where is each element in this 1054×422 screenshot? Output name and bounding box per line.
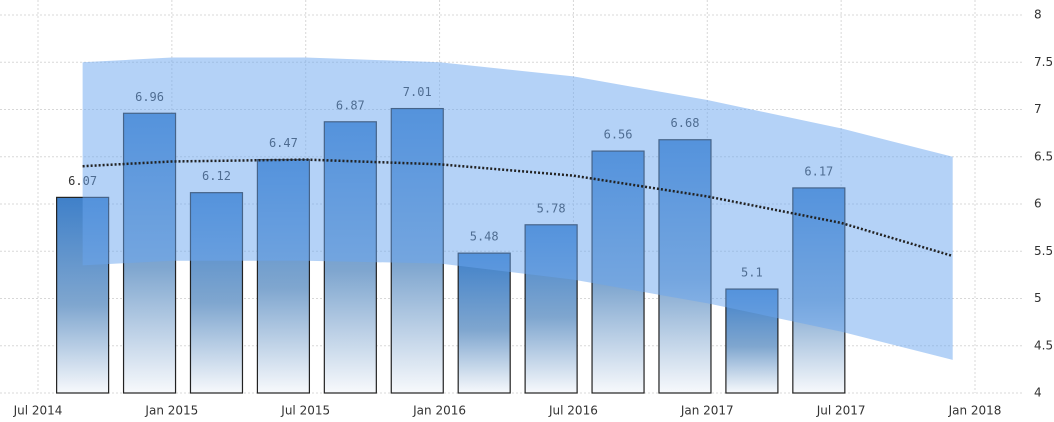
- y-tick-label: 4: [1034, 386, 1042, 400]
- bar: [457, 252, 511, 394]
- y-tick-label: 8: [1034, 8, 1042, 22]
- x-tick-label: Jan 2018: [948, 404, 1002, 418]
- y-tick-label: 4.5: [1034, 338, 1053, 352]
- y-tick-label: 5: [1034, 291, 1042, 305]
- x-tick-label: Jul 2016: [548, 404, 598, 418]
- y-tick-label: 6: [1034, 197, 1042, 211]
- forecast-band: [82, 57, 953, 360]
- x-tick-label: Jul 2015: [280, 404, 330, 418]
- y-tick-label: 7.5: [1034, 55, 1053, 69]
- x-tick-label: Jan 2017: [680, 404, 734, 418]
- y-tick-label: 5.5: [1034, 244, 1053, 258]
- x-tick-label: Jan 2016: [412, 404, 466, 418]
- x-tick-label: Jan 2015: [144, 404, 198, 418]
- y-tick-label: 7: [1034, 102, 1042, 116]
- x-tick-label: Jul 2014: [13, 404, 63, 418]
- y-tick-label: 6.5: [1034, 149, 1053, 163]
- x-tick-label: Jul 2017: [816, 404, 866, 418]
- trend-line: [82, 158, 954, 258]
